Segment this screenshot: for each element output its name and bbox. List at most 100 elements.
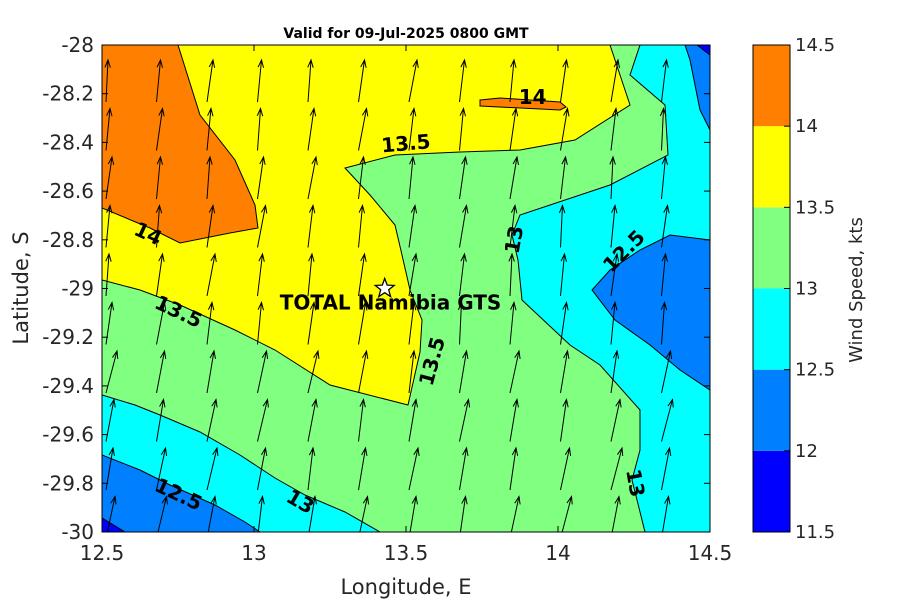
contour-label: 14 <box>519 85 547 109</box>
wind-arrow <box>156 349 167 394</box>
region-11p5-12-ne <box>696 45 710 56</box>
wind-arrow <box>457 301 465 345</box>
y-tick-label: -29 <box>61 277 94 301</box>
region-12-12p5-east-mid <box>591 234 710 391</box>
wind-arrow <box>307 398 318 442</box>
wind-arrow <box>408 349 417 394</box>
wind-arrow <box>206 446 219 491</box>
y-tick-label: -29.4 <box>42 374 94 398</box>
wind-arrow <box>661 446 672 491</box>
wind-arrow <box>509 107 519 151</box>
x-tick-label: 14.5 <box>688 541 733 565</box>
wind-arrow <box>610 398 622 442</box>
wind-arrow <box>206 398 218 442</box>
wind-arrow <box>105 204 113 248</box>
wind-vector-field <box>104 58 674 587</box>
wind-arrow <box>408 398 418 442</box>
wind-arrow <box>560 446 572 491</box>
y-tick-label: -29.6 <box>42 423 94 447</box>
wind-arrow <box>257 204 268 248</box>
station-star-icon <box>373 276 396 299</box>
region-12-12p5-east <box>684 45 710 131</box>
wind-arrow <box>307 107 317 151</box>
y-tick-label: -28.6 <box>42 179 94 203</box>
wind-arrow <box>459 155 468 200</box>
wind-arrow <box>510 545 522 587</box>
wind-arrow <box>358 301 368 345</box>
wind-arrow <box>558 204 566 248</box>
wind-arrow <box>408 155 416 200</box>
wind-arrow <box>509 155 519 200</box>
wind-arrow <box>610 446 624 491</box>
colorbar-tick-label: 12.5 <box>795 360 835 381</box>
colorbar-segment <box>753 207 790 289</box>
wind-arrow <box>206 204 216 248</box>
colorbar-tick-label: 11.5 <box>795 522 835 543</box>
wind-arrow <box>560 301 569 345</box>
wind-arrow <box>661 349 673 394</box>
wind-arrow <box>509 446 519 491</box>
contour-label: 13.5 <box>380 129 431 157</box>
wind-arrow <box>358 349 369 394</box>
colorbar-tick-label: 13 <box>795 279 818 300</box>
wind-arrow <box>206 301 215 345</box>
wind-arrow <box>156 58 164 103</box>
wind-arrow <box>560 58 569 103</box>
wind-arrow <box>307 252 315 297</box>
wind-arrow <box>157 545 166 587</box>
wind-arrow <box>408 107 417 151</box>
wind-arrow <box>659 107 667 151</box>
wind-arrow <box>257 349 269 394</box>
station-label: TOTAL Namibia GTS <box>280 291 502 315</box>
wind-arrow <box>156 301 167 345</box>
colorbar-segment <box>753 369 790 451</box>
region-12-12p5-sw <box>102 454 261 532</box>
y-axis-ticks: -28 -28.2 -28.4 -28.6 -28.8 -29 -29.2 -29.4 -29.… <box>42 33 710 544</box>
wind-arrow <box>509 204 518 248</box>
wind-arrow <box>307 155 318 200</box>
wind-arrow <box>207 545 214 587</box>
wind-arrow <box>206 349 216 394</box>
wind-arrow <box>307 301 317 345</box>
wind-arrow <box>560 155 568 200</box>
wind-arrow <box>155 204 163 248</box>
station-marker: TOTAL Namibia GTS <box>280 276 502 315</box>
colorbar-segment <box>753 288 790 370</box>
y-tick-label: -29.8 <box>42 471 94 495</box>
wind-arrow <box>459 398 471 442</box>
y-tick-label: -28 <box>61 33 94 57</box>
wind-arrow <box>662 545 672 587</box>
wind-arrow <box>560 398 569 442</box>
wind-arrow <box>661 398 674 442</box>
region-14-14p5-west <box>102 45 259 244</box>
colorbar-tick-label: 12 <box>795 441 818 462</box>
y-tick-label: -28.2 <box>42 82 94 106</box>
wind-arrow <box>459 446 469 491</box>
wind-arrow <box>206 107 214 151</box>
wind-arrow <box>156 107 165 151</box>
wind-arrow <box>661 58 669 103</box>
wind-arrow <box>156 252 165 297</box>
plot-area <box>102 45 710 587</box>
chart-title: Valid for 09-Jul-2025 0800 GMT <box>283 26 529 42</box>
wind-arrow <box>358 446 368 491</box>
wind-arrow <box>156 398 166 442</box>
wind-arrow <box>610 252 620 297</box>
wind-arrow <box>610 301 618 345</box>
wind-arrow <box>661 252 669 297</box>
colorbar-segment <box>753 450 790 532</box>
wind-arrow <box>307 446 316 491</box>
colorbar-segment <box>753 45 790 127</box>
wind-arrow <box>307 58 314 103</box>
x-tick-label: 14 <box>545 541 570 565</box>
x-axis-label: Longitude, E <box>340 575 471 599</box>
region-13p5-14 <box>102 45 631 406</box>
wind-arrow <box>358 252 367 297</box>
wind-arrow <box>661 155 669 200</box>
colorbar-tick-label: 13.5 <box>795 197 835 218</box>
wind-arrow <box>509 301 517 345</box>
colorbar-tick-label: 14 <box>795 116 818 137</box>
wind-arrow <box>509 349 521 394</box>
wind-arrow <box>459 204 469 248</box>
wind-arrow <box>560 107 570 151</box>
